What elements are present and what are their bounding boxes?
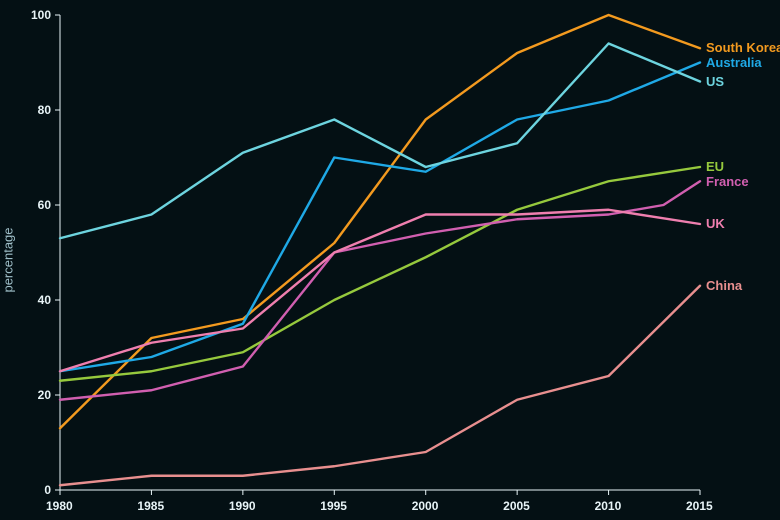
series-label: South Korea xyxy=(706,40,780,55)
series-label: UK xyxy=(706,216,725,231)
series-line xyxy=(60,181,700,400)
y-axis-label: percentage xyxy=(1,227,16,292)
y-tick-label: 0 xyxy=(44,483,51,497)
series-line xyxy=(60,210,700,372)
series-label: US xyxy=(706,74,724,89)
series-line xyxy=(60,286,700,486)
line-chart: percentage 0 20 40 60 80 100 1980 1985 1990 1995… xyxy=(0,0,780,520)
x-tick-label: 1980 xyxy=(46,499,73,513)
series-line xyxy=(60,15,700,428)
axes-group xyxy=(55,15,700,495)
x-tick-label: 1985 xyxy=(137,499,164,513)
series-label: China xyxy=(706,278,742,293)
x-tick-label: 2010 xyxy=(595,499,622,513)
chart-svg xyxy=(0,0,780,520)
series-line xyxy=(60,167,700,381)
y-tick-label: 100 xyxy=(31,8,51,22)
series-group xyxy=(60,15,700,485)
y-tick-label: 40 xyxy=(38,293,51,307)
x-tick-label: 2015 xyxy=(686,499,713,513)
x-tick-label: 2000 xyxy=(412,499,439,513)
y-tick-label: 60 xyxy=(38,198,51,212)
y-tick-label: 20 xyxy=(38,388,51,402)
series-label: EU xyxy=(706,159,724,174)
x-tick-label: 2005 xyxy=(503,499,530,513)
x-tick-label: 1990 xyxy=(229,499,256,513)
y-tick-label: 80 xyxy=(38,103,51,117)
series-line xyxy=(60,63,700,372)
series-label: France xyxy=(706,174,749,189)
x-tick-label: 1995 xyxy=(320,499,347,513)
series-label: Australia xyxy=(706,55,762,70)
